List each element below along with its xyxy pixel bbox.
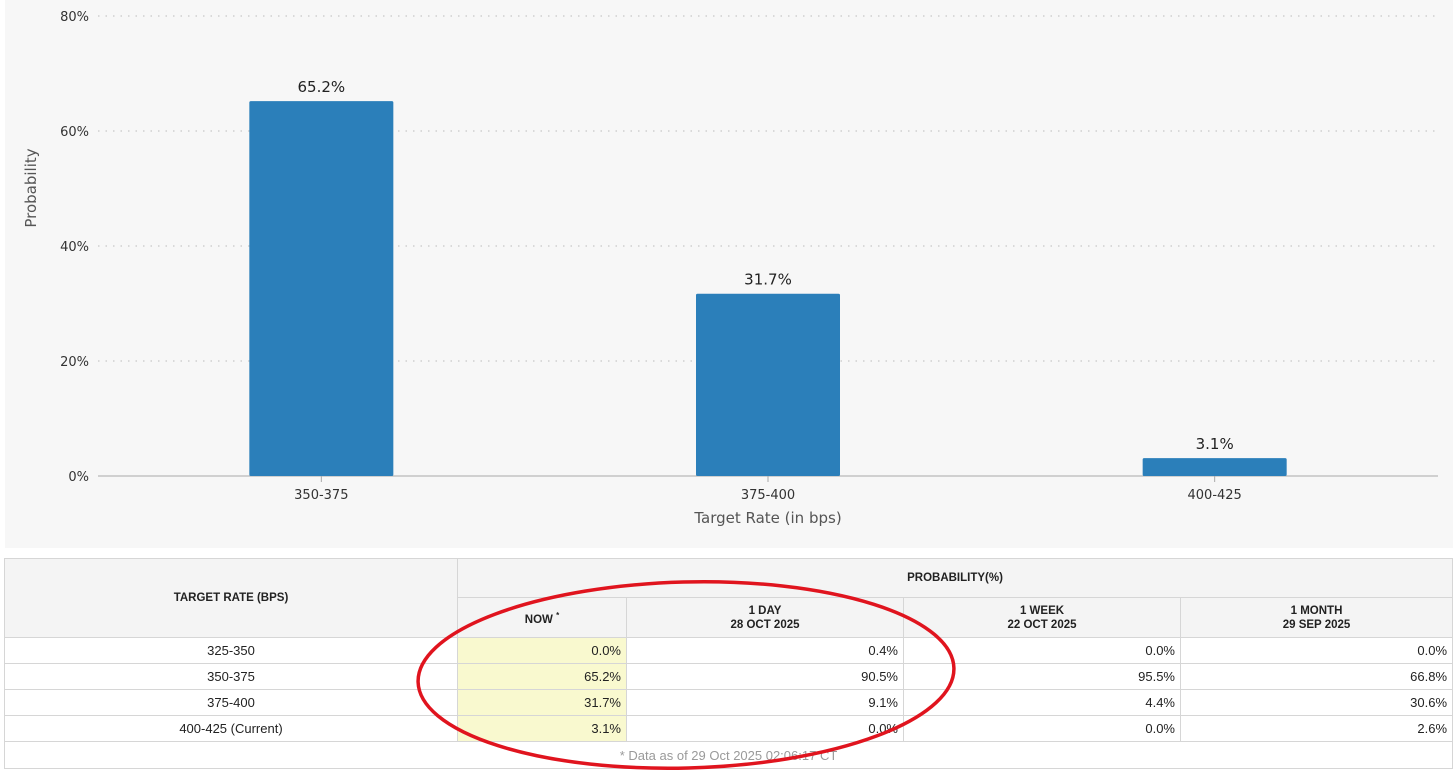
y-tick-label: 0% <box>68 470 89 485</box>
target-rate-header: TARGET RATE (BPS) <box>4 558 458 638</box>
now-cell: 3.1% <box>457 715 627 742</box>
x-tick-labels: 350-375 375-400 400-425 <box>294 476 1242 503</box>
y-axis-title: Probability <box>22 148 40 227</box>
rate-cell: 400-425 (Current) <box>4 715 458 742</box>
day-cell: 9.1% <box>626 689 904 716</box>
probability-table: TARGET RATE (BPS) PROBABILITY(%) NOW * 1… <box>3 558 1454 769</box>
now-label: NOW <box>524 613 553 626</box>
y-tick-label: 80% <box>60 10 89 25</box>
bar-data-label: 3.1% <box>1196 435 1234 453</box>
bar-chart: 0% 20% 40% 60% 80% 65.2% 31.7% 3.1% 350-375 375… <box>22 10 1438 527</box>
y-tick-label: 60% <box>60 125 89 140</box>
now-column-header: NOW * <box>457 597 627 638</box>
chart-panel: 0% 20% 40% 60% 80% 65.2% 31.7% 3.1% 350-375 375… <box>5 0 1453 548</box>
month-column-header: 1 MONTH 29 SEP 2025 <box>1179 597 1454 638</box>
rate-cell: 375-400 <box>4 689 458 716</box>
bar-data-label: 65.2% <box>298 78 346 96</box>
day-column-header: 1 DAY 28 OCT 2025 <box>626 597 904 638</box>
week-cell: 95.5% <box>903 663 1181 690</box>
x-tick-label: 350-375 <box>294 488 348 503</box>
week-header-line1: 1 WEEK <box>1019 604 1065 617</box>
probability-header: PROBABILITY(%) <box>456 558 1454 598</box>
table-row: 350-375 65.2% 90.5% 95.5% 66.8% <box>4 663 1454 690</box>
week-column-header: 1 WEEK 22 OCT 2025 <box>903 597 1181 638</box>
now-asterisk: * <box>556 610 560 620</box>
now-cell: 0.0% <box>457 637 627 664</box>
day-cell: 0.0% <box>626 715 904 742</box>
bar <box>249 101 394 476</box>
month-header-line2: 29 SEP 2025 <box>1282 618 1351 631</box>
y-tick-label: 40% <box>60 240 89 255</box>
bar <box>696 293 840 476</box>
day-cell: 0.4% <box>626 637 904 664</box>
x-tick-label: 375-400 <box>741 488 795 503</box>
month-cell: 2.6% <box>1179 715 1454 742</box>
rate-cell: 325-350 <box>4 637 458 664</box>
bar <box>1142 458 1287 476</box>
now-cell: 65.2% <box>457 663 627 690</box>
table-row: 375-400 31.7% 9.1% 4.4% 30.6% <box>4 689 1454 716</box>
rate-cell: 350-375 <box>4 663 458 690</box>
week-cell: 4.4% <box>903 689 1181 716</box>
month-cell: 66.8% <box>1179 663 1454 690</box>
x-tick-label: 400-425 <box>1188 488 1242 503</box>
y-tick-label: 20% <box>60 355 89 370</box>
data-timestamp-footnote: * Data as of 29 Oct 2025 02:06:17 CT <box>3 741 1454 769</box>
table-row: 325-350 0.0% 0.4% 0.0% 0.0% <box>4 637 1454 664</box>
month-cell: 0.0% <box>1179 637 1454 664</box>
now-cell: 31.7% <box>457 689 627 716</box>
month-cell: 30.6% <box>1179 689 1454 716</box>
footnote-row: * Data as of 29 Oct 2025 02:06:17 CT <box>3 741 1454 769</box>
week-cell: 0.0% <box>903 715 1181 742</box>
day-cell: 90.5% <box>626 663 904 690</box>
bar-data-label: 31.7% <box>744 271 792 289</box>
day-header-line1: 1 DAY <box>748 604 782 617</box>
day-header-line2: 28 OCT 2025 <box>730 618 800 631</box>
data-labels: 65.2% 31.7% 3.1% <box>298 78 1234 453</box>
month-header-line1: 1 MONTH <box>1290 604 1343 617</box>
x-axis-title: Target Rate (in bps) <box>693 509 841 527</box>
week-header-line2: 22 OCT 2025 <box>1007 618 1077 631</box>
y-tick-labels: 0% 20% 40% 60% 80% <box>60 10 89 485</box>
table-row: 400-425 (Current) 3.1% 0.0% 0.0% 2.6% <box>4 715 1454 742</box>
week-cell: 0.0% <box>903 637 1181 664</box>
bars <box>249 101 1287 476</box>
